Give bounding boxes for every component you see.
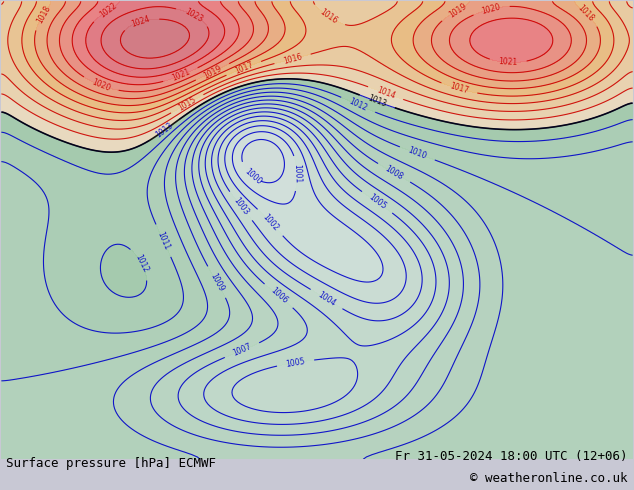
Text: 1008: 1008 — [384, 164, 404, 182]
Text: 1019: 1019 — [447, 1, 468, 20]
Text: 1007: 1007 — [231, 342, 253, 358]
Text: 1018: 1018 — [575, 3, 595, 23]
Text: 1005: 1005 — [366, 193, 387, 212]
Text: 1014: 1014 — [375, 86, 396, 101]
Text: 1018: 1018 — [35, 4, 52, 25]
Text: Fr 31-05-2024 18:00 UTC (12+06): Fr 31-05-2024 18:00 UTC (12+06) — [395, 450, 628, 463]
Text: Surface pressure [hPa] ECMWF: Surface pressure [hPa] ECMWF — [6, 457, 216, 470]
Text: 1017: 1017 — [449, 82, 470, 96]
Text: 1021: 1021 — [498, 57, 518, 68]
Text: 1000: 1000 — [242, 167, 263, 186]
Text: 1012: 1012 — [133, 253, 150, 274]
Text: 1022: 1022 — [98, 1, 119, 20]
Text: 1017: 1017 — [233, 60, 254, 76]
Text: 1015: 1015 — [177, 95, 198, 113]
Text: 1020: 1020 — [481, 2, 501, 16]
Text: 1002: 1002 — [261, 212, 280, 232]
Text: 1016: 1016 — [282, 52, 303, 66]
Text: 1013: 1013 — [366, 94, 388, 109]
Text: 1021: 1021 — [171, 68, 191, 83]
Text: 1005: 1005 — [285, 357, 306, 368]
Text: 1011: 1011 — [155, 230, 171, 251]
Text: 1024: 1024 — [130, 14, 152, 29]
Text: 1020: 1020 — [90, 77, 111, 93]
Text: 1019: 1019 — [202, 64, 223, 80]
Text: 1006: 1006 — [268, 286, 289, 306]
Text: 1016: 1016 — [318, 7, 339, 25]
Text: 1003: 1003 — [231, 196, 250, 217]
Text: 1001: 1001 — [292, 164, 302, 183]
Text: 1013: 1013 — [154, 121, 175, 140]
Text: 1009: 1009 — [208, 271, 225, 293]
Text: 1004: 1004 — [316, 290, 337, 308]
Text: 1023: 1023 — [183, 6, 204, 24]
Text: 1010: 1010 — [406, 146, 428, 161]
Text: © weatheronline.co.uk: © weatheronline.co.uk — [470, 472, 628, 485]
Text: 1012: 1012 — [347, 97, 369, 113]
